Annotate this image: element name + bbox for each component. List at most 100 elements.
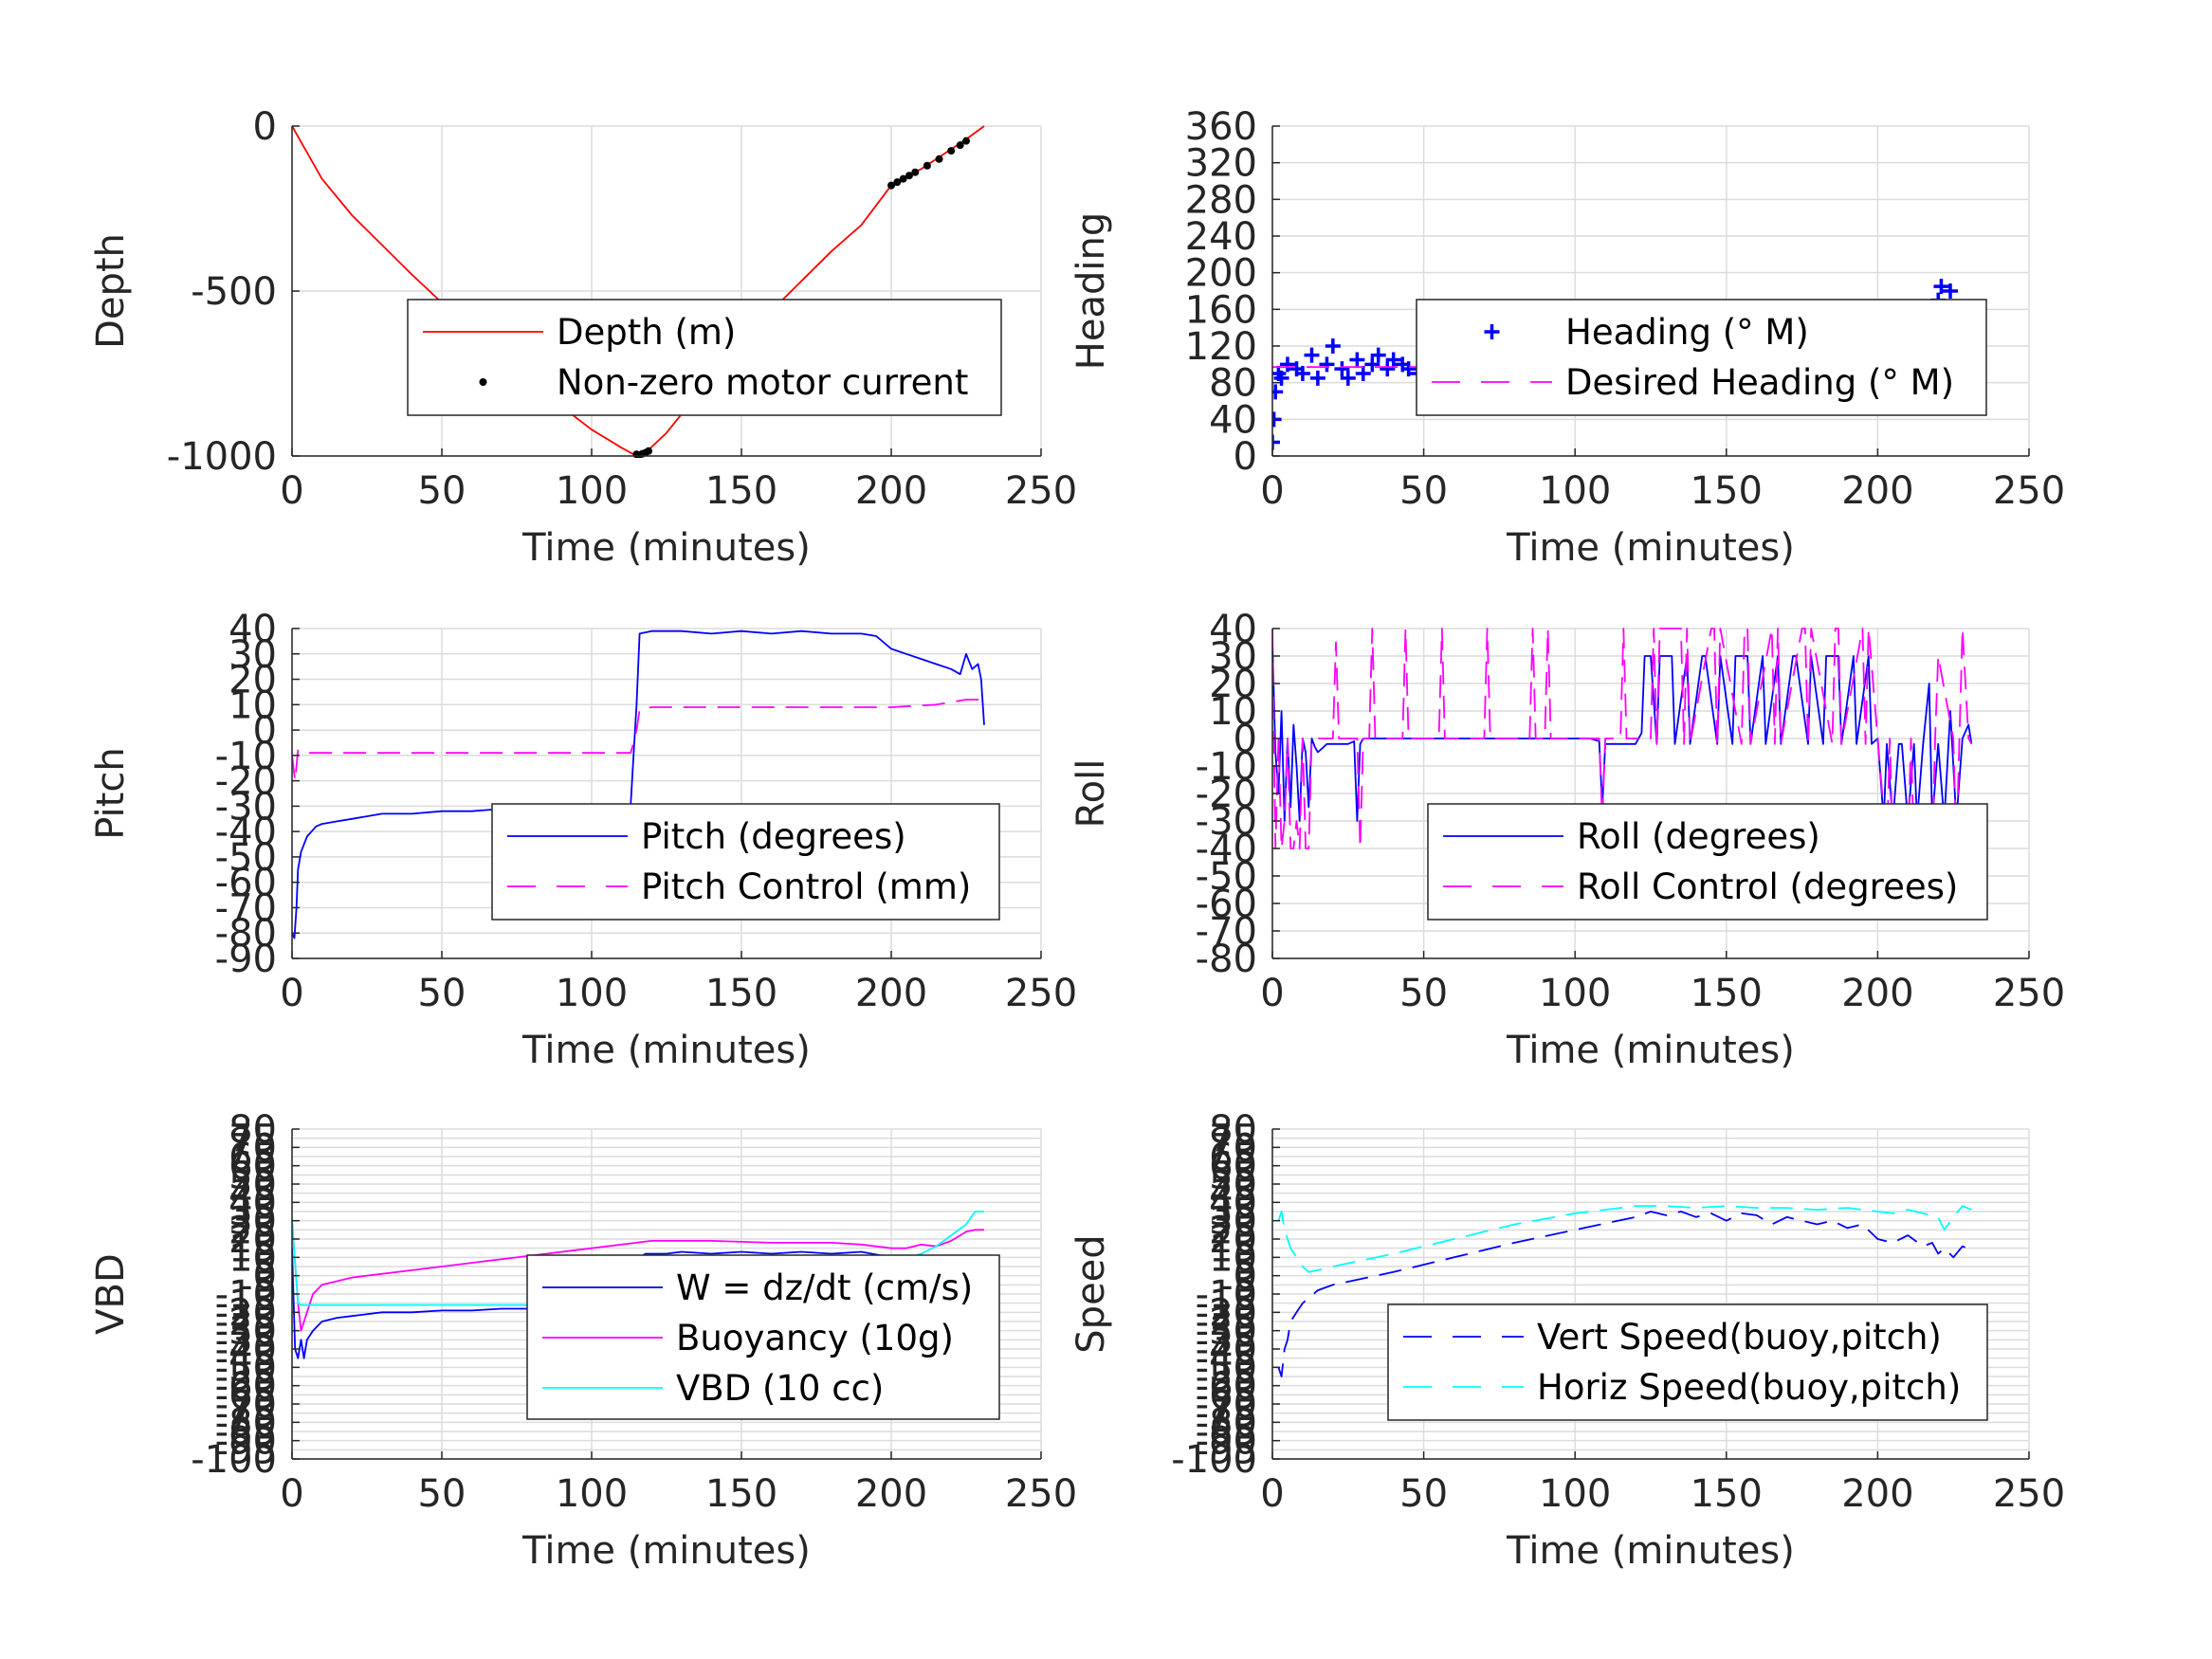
roll-y-axis-label: Roll: [1069, 759, 1113, 829]
speed-y-tick-label: -40: [1196, 1328, 1257, 1372]
speed-x-tick-label: 0: [1260, 1472, 1284, 1516]
roll-y-tick-label: 0: [1234, 718, 1257, 761]
pitch-x-tick-label: 250: [1005, 972, 1077, 1015]
speed-y-minor-tick-label: -55: [1196, 1356, 1257, 1399]
roll-series-1-line: [1272, 628, 1973, 849]
vbd-x-tick-label: 100: [556, 1472, 628, 1516]
speed-y-tick-label: 30: [1209, 1200, 1257, 1244]
speed-y-tick-label: 50: [1209, 1163, 1257, 1207]
heading-series-0-point: [1355, 366, 1371, 381]
speed-y-tick-label: -30: [1196, 1310, 1257, 1354]
speed-x-tick-label: 50: [1399, 1472, 1448, 1516]
speed-x-tick-label: 250: [1993, 1472, 2065, 1516]
vbd-y-minor-tick-label: -25: [215, 1301, 277, 1344]
vbd-legend: W = dz/dt (cm/s) Buoyancy (10g) VBD (10 cc…: [526, 1254, 1000, 1420]
pitch-x-tick-label: 0: [280, 972, 303, 1015]
heading-series-0-point: [1364, 356, 1380, 373]
heading-y-tick-label: 200: [1185, 252, 1257, 296]
speed-series-0-line: [1277, 1211, 1972, 1377]
depth-x-tick-label: 200: [855, 469, 927, 513]
vbd-x-tick-label: 50: [418, 1472, 466, 1516]
depth-y-tick-label: -500: [191, 270, 277, 314]
speed-y-minor-tick-label: -25: [1196, 1301, 1257, 1344]
vbd-y-tick-label: 70: [229, 1126, 277, 1170]
depth-legend-swatch: [479, 378, 487, 386]
vbd-y-minor-tick-label: 55: [229, 1154, 277, 1197]
vbd-y-minor-tick-label: -55: [215, 1356, 277, 1399]
pitch-y-tick-label: -70: [215, 886, 277, 930]
roll-x-tick-label: 0: [1260, 972, 1284, 1015]
roll-x-axis-label: Time (minutes): [1506, 1029, 1795, 1072]
heading-y-tick-label: 120: [1185, 325, 1257, 369]
roll-y-tick-label: 40: [1209, 608, 1257, 651]
vbd-y-tick-label: -10: [215, 1273, 277, 1317]
pitch-series-group: [292, 629, 985, 939]
roll-legend-label: Roll (degrees): [1577, 816, 1820, 857]
speed-y-tick-label: -100: [1171, 1438, 1257, 1482]
heading-series-0-point: [1294, 366, 1310, 381]
depth-y-axis-label: Depth: [89, 233, 133, 349]
depth-x-tick-label: 0: [280, 469, 303, 513]
speed-legend-label: Horiz Speed(buoy,pitch): [1537, 1367, 1961, 1408]
speed-y-axis-label: Speed: [1069, 1234, 1113, 1353]
speed-y-minor-tick-label: 55: [1209, 1154, 1257, 1197]
vbd-y-minor-tick-label: 15: [229, 1228, 277, 1271]
pitch-y-tick-label: -60: [215, 862, 277, 905]
heading-y-tick-label: 0: [1234, 435, 1257, 479]
heading-series-0-point: [1943, 283, 1959, 299]
pitch-chart: 0 50 100 150 200 250-90-80-70-60-50-40-30-20-…: [89, 608, 1077, 1072]
heading-series-0-point: [1400, 361, 1417, 377]
depth-legend-label: Depth (m): [557, 312, 736, 353]
vbd-y-tick-label: -70: [215, 1383, 277, 1427]
speed-chart: 0 50 100 150 200 250-100-90-80-70-60-50-40-30…: [1069, 1108, 2065, 1573]
vbd-y-tick-label: -20: [215, 1291, 277, 1335]
vbd-y-minor-tick-label: -95: [215, 1429, 277, 1472]
heading-legend-label: Heading (° M): [1565, 312, 1809, 353]
vbd-legend-label: VBD (10 cc): [676, 1368, 884, 1409]
vbd-legend-label: Buoyancy (10g): [676, 1318, 954, 1358]
roll-y-tick-label: -20: [1196, 773, 1257, 816]
vbd-y-tick-label: 10: [229, 1236, 277, 1280]
depth-x-axis-label: Time (minutes): [521, 526, 811, 570]
vbd-legend-label: W = dz/dt (cm/s): [676, 1267, 973, 1308]
vbd-y-minor-tick-label: 25: [229, 1209, 277, 1252]
pitch-series-0-line: [292, 629, 985, 939]
pitch-legend-label: Pitch (degrees): [641, 816, 906, 857]
depth-x-tick-label: 150: [705, 469, 777, 513]
vbd-y-minor-tick-label: 5: [253, 1246, 277, 1289]
heading-legend-box: [1416, 299, 1987, 416]
vbd-y-minor-tick-label: 45: [229, 1173, 277, 1216]
vbd-y-minor-tick-label: -75: [215, 1393, 277, 1436]
vbd-x-tick-label: 200: [855, 1472, 927, 1516]
speed-y-minor-tick-label: -35: [1196, 1319, 1257, 1362]
vbd-y-minor-tick-label: 65: [229, 1136, 277, 1179]
speed-x-axis-label: Time (minutes): [1506, 1529, 1795, 1573]
pitch-y-tick-label: 10: [229, 684, 277, 727]
pitch-legend-label: Pitch Control (mm): [641, 866, 971, 907]
heading-x-tick-label: 100: [1539, 469, 1611, 513]
pitch-y-tick-label: 40: [229, 608, 277, 651]
speed-y-minor-tick-label: -75: [1196, 1393, 1257, 1436]
heading-series-0-point: [1272, 434, 1280, 450]
pitch-y-tick-label: -80: [215, 912, 277, 956]
heading-x-tick-label: 250: [1993, 469, 2065, 513]
speed-legend-box: [1387, 1304, 1988, 1421]
speed-x-tick-label: 150: [1691, 1472, 1763, 1516]
heading-series-0-point: [1325, 338, 1341, 354]
roll-x-tick-label: 100: [1539, 972, 1611, 1015]
heading-series-0-point: [1334, 361, 1350, 377]
speed-y-minor-tick-label: -85: [1196, 1411, 1257, 1454]
depth-y-tick-label: -1000: [167, 435, 277, 479]
heading-x-axis-label: Time (minutes): [1506, 526, 1795, 570]
depth-series-1-point: [923, 161, 931, 170]
roll-y-tick-label: -70: [1196, 910, 1257, 954]
heading-y-tick-label: 40: [1209, 398, 1257, 442]
vbd-y-axis-label: VBD: [89, 1253, 133, 1335]
speed-legend-label: Vert Speed(buoy,pitch): [1537, 1317, 1942, 1358]
speed-y-minor-tick-label: -5: [1219, 1264, 1257, 1307]
vbd-y-tick-label: -100: [191, 1438, 277, 1482]
roll-y-tick-label: -40: [1196, 828, 1257, 871]
heading-y-axis-label: Heading: [1069, 212, 1113, 370]
pitch-y-tick-label: 0: [253, 709, 277, 753]
vbd-x-tick-label: 0: [280, 1472, 303, 1516]
